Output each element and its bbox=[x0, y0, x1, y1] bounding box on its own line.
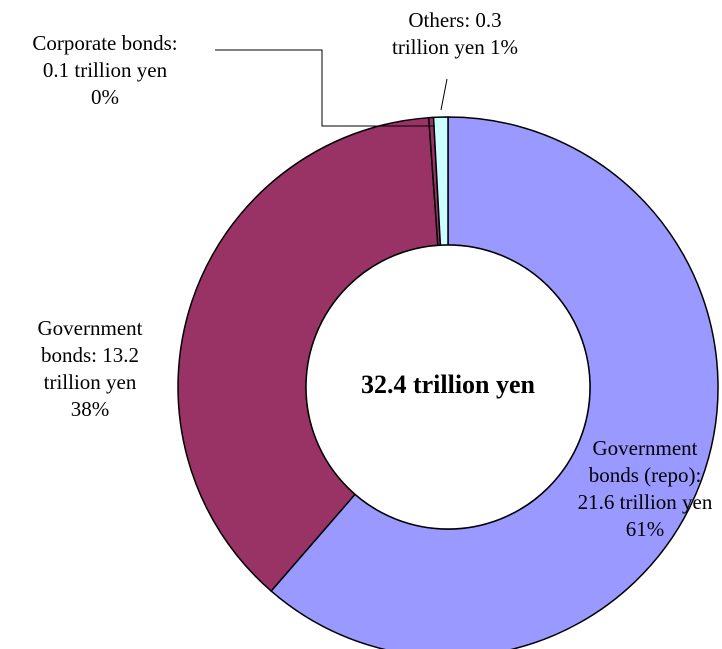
center-total-label: 32.4 trillion yen bbox=[361, 370, 536, 399]
slice-label-line: 61% bbox=[626, 517, 665, 541]
slice-label-line: Others: 0.3 bbox=[408, 8, 501, 32]
slice-label-line: Government bbox=[38, 316, 143, 340]
slice-labels: Government bonds (repo): 21.6 trillion yen… bbox=[32, 8, 712, 541]
slice-label-gov: Government bonds: 13.2 trillion yen 38% bbox=[38, 316, 143, 421]
slice-label-line: bonds (repo): bbox=[589, 463, 702, 487]
slice-label-line: Government bbox=[593, 436, 698, 460]
slice-label-line: bonds: 13.2 bbox=[41, 343, 139, 367]
donut-hole bbox=[305, 244, 591, 530]
slice-label-line: 0% bbox=[91, 85, 119, 109]
slice-label-gov_repo: Government bonds (repo): 21.6 trillion yen… bbox=[578, 436, 713, 541]
slice-label-line: 38% bbox=[71, 397, 110, 421]
slice-label-line: trillion yen 1% bbox=[392, 35, 518, 59]
slice-label-corporate: Corporate bonds: 0.1 trillion yen 0% bbox=[32, 31, 177, 109]
slice-label-line: 0.1 trillion yen bbox=[43, 58, 168, 82]
donut-slices bbox=[177, 116, 719, 649]
slice-label-line: trillion yen bbox=[44, 370, 137, 394]
slice-label-line: Corporate bonds: bbox=[32, 31, 177, 55]
leader-lines bbox=[215, 49, 448, 127]
leader-line-corporate bbox=[215, 49, 435, 127]
slice-label-line: 21.6 trillion yen bbox=[578, 490, 713, 514]
slice-label-others: Others: 0.3 trillion yen 1% bbox=[392, 8, 518, 59]
leader-line-others bbox=[440, 78, 448, 111]
